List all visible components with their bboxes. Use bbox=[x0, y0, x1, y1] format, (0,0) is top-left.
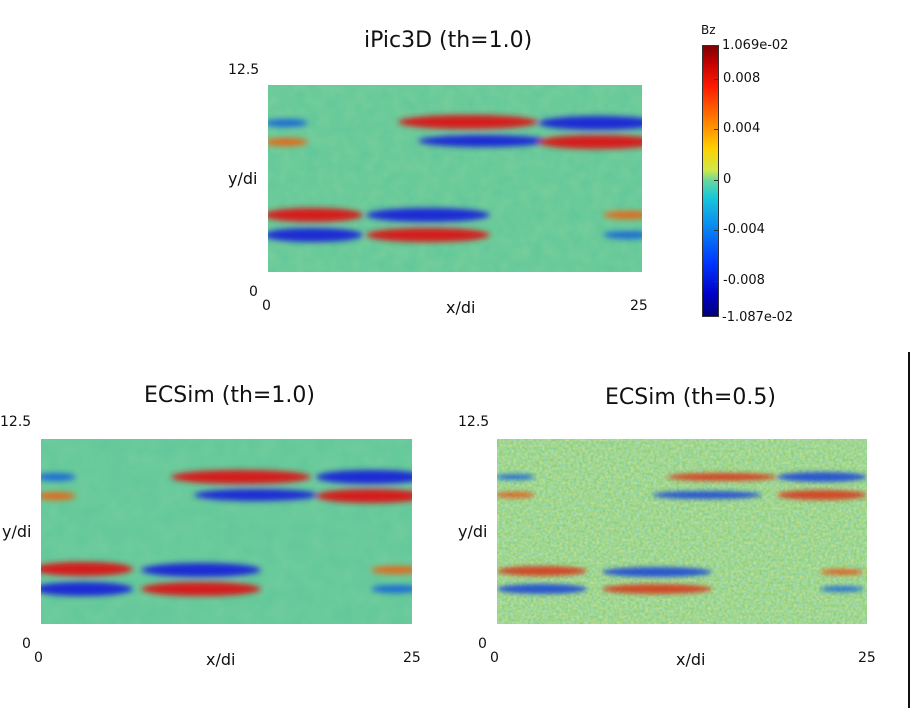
plot2-upper-left-red-lobe bbox=[41, 492, 76, 500]
plot2-noise bbox=[41, 439, 412, 624]
plot1-lower-blue-lobe bbox=[366, 208, 490, 222]
plot2-upper-left-blue-lobe bbox=[41, 473, 76, 481]
plot2-lower-blue-lobe bbox=[141, 563, 261, 577]
plot1-upper-blue-lobe bbox=[418, 135, 548, 147]
plot3-x-label: x/di bbox=[676, 650, 706, 669]
plot3-upper-right-red-lobe bbox=[777, 490, 867, 500]
colorbar-max-label: 1.069e-02 bbox=[722, 38, 789, 53]
colorbar-min-label: -1.087e-02 bbox=[722, 310, 794, 325]
colorbar-tick-mark bbox=[714, 230, 719, 231]
plot2-x-label: x/di bbox=[206, 650, 236, 669]
plot2-y-tick-max: 12.5 bbox=[0, 414, 32, 430]
plot1-lower-right-blue-lobe bbox=[603, 231, 642, 239]
colorbar-tick-mark bbox=[714, 129, 719, 130]
plot1-y-tick-min: 0 bbox=[249, 284, 258, 300]
plot3-lower-right-blue-lobe bbox=[820, 586, 864, 592]
colorbar-tick-label: 0 bbox=[723, 172, 732, 187]
plot1-upper-right-red-lobe bbox=[538, 135, 642, 149]
plot3-field-svg bbox=[497, 439, 867, 624]
plot2-upper-blue-lobe bbox=[194, 489, 318, 501]
plot2-lower-left-blue-lobe bbox=[41, 582, 133, 596]
plot1-field-svg bbox=[268, 85, 642, 272]
plot1-x-label: x/di bbox=[446, 298, 476, 317]
plot3-upper-right-blue-lobe bbox=[777, 472, 867, 482]
plot3-y-label: y/di bbox=[458, 522, 488, 541]
plot2-lower-right-red-lobe bbox=[371, 566, 412, 574]
plot2-field bbox=[41, 439, 412, 624]
colorbar-tick-label: 0.004 bbox=[723, 121, 761, 136]
colorbar bbox=[702, 45, 719, 317]
plot3-lower-left-red-lobe bbox=[497, 566, 587, 576]
plot2-y-label: y/di bbox=[2, 522, 32, 541]
plot1-lower-right-red-lobe bbox=[603, 211, 642, 219]
colorbar-title: Bz bbox=[701, 23, 716, 37]
right-border-line bbox=[908, 352, 910, 708]
plot1-x-tick-min: 0 bbox=[262, 298, 271, 314]
plot3-upper-red-lobe bbox=[667, 473, 777, 481]
plot2-lower-red-lobe bbox=[141, 582, 261, 596]
plot3-lower-right-red-lobe bbox=[820, 569, 864, 575]
plot1-lower-left-blue-lobe bbox=[268, 228, 363, 242]
plot1-upper-left-red-lobe bbox=[268, 138, 308, 146]
colorbar-tick-label: -0.004 bbox=[723, 222, 765, 237]
plot1-upper-red-lobe bbox=[398, 115, 538, 129]
plot2-x-tick-max: 25 bbox=[403, 650, 421, 666]
plot2-x-tick-min: 0 bbox=[34, 650, 43, 666]
plot2-y-tick-min: 0 bbox=[22, 636, 31, 652]
plot3-x-tick-max: 25 bbox=[858, 650, 876, 666]
plot2-field-svg bbox=[41, 439, 412, 624]
plot1-y-tick-max: 12.5 bbox=[228, 62, 260, 78]
plot2-upper-right-red-lobe bbox=[316, 489, 412, 503]
plot1-upper-left-blue-lobe bbox=[268, 119, 308, 127]
plot2-lower-right-blue-lobe bbox=[371, 585, 412, 593]
plot2-upper-red-lobe bbox=[171, 470, 311, 484]
colorbar-tick-mark bbox=[714, 180, 719, 181]
plot1-y-label: y/di bbox=[228, 169, 258, 188]
plot2-title: ECSim (th=1.0) bbox=[144, 383, 315, 408]
plot1-x-tick-max: 25 bbox=[630, 298, 648, 314]
plot3-title: ECSim (th=0.5) bbox=[605, 385, 776, 410]
colorbar-tick-label: -0.008 bbox=[723, 273, 765, 288]
plot3-upper-left-blue-lobe bbox=[497, 474, 535, 480]
colorbar-tick-mark bbox=[714, 281, 719, 282]
plot1-noise bbox=[268, 85, 642, 272]
plot3-lower-red-lobe bbox=[602, 584, 712, 594]
plot1-title: iPic3D (th=1.0) bbox=[364, 28, 533, 53]
plot3-y-tick-min: 0 bbox=[478, 636, 487, 652]
plot3-upper-blue-lobe bbox=[652, 491, 762, 499]
plot1-lower-red-lobe bbox=[366, 228, 490, 242]
plot2-upper-right-blue-lobe bbox=[316, 470, 412, 484]
plot3-lower-blue-lobe bbox=[602, 567, 712, 577]
plot2-lower-left-red-lobe bbox=[41, 562, 133, 576]
plot3-x-tick-min: 0 bbox=[490, 650, 499, 666]
plot1-upper-right-blue-lobe bbox=[538, 116, 642, 130]
plot3-noise-cool bbox=[497, 439, 867, 624]
plot3-field bbox=[497, 439, 867, 624]
plot1-lower-left-red-lobe bbox=[268, 208, 363, 222]
plot3-lower-left-blue-lobe bbox=[497, 584, 587, 594]
plot1-field bbox=[268, 85, 642, 272]
colorbar-tick-mark bbox=[714, 79, 719, 80]
colorbar-tick-label: 0.008 bbox=[723, 71, 761, 86]
plot3-upper-left-red-lobe bbox=[497, 492, 535, 498]
plot3-y-tick-max: 12.5 bbox=[458, 414, 490, 430]
